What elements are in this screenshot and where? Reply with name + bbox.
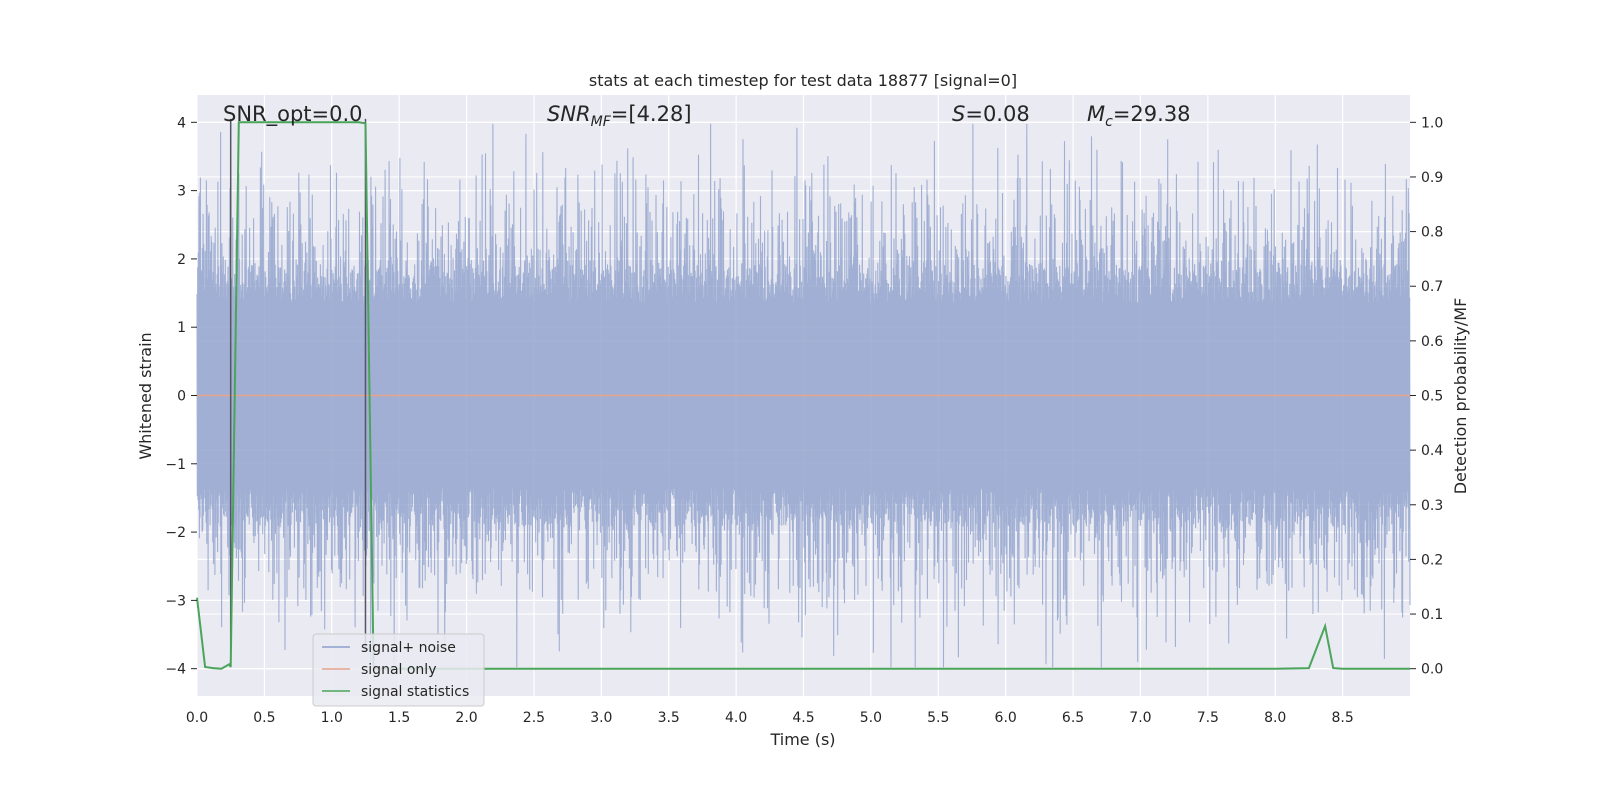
- y-axis-label: Whitened strain: [136, 332, 155, 459]
- y2-tick-label: 0.0: [1421, 662, 1443, 678]
- snr-mf-symbol: SNR: [547, 102, 591, 126]
- x-tick-label: 4.5: [792, 710, 814, 726]
- x-tick-label: 0.0: [186, 710, 208, 726]
- y-tick-label: 1: [177, 320, 186, 336]
- mc-value: =29.38: [1113, 102, 1191, 126]
- snr-mf-value: =[4.28]: [611, 102, 692, 126]
- y-tick-label: −2: [165, 525, 186, 541]
- mc-subscript: c: [1105, 114, 1113, 130]
- signal-statistics-line: [196, 121, 1410, 670]
- y2-ticks: 1.0 0.9 0.8 0.7 0.6 0.5 0.4 0.3 0.2 0.1 0.0: [1410, 115, 1443, 678]
- x-tick-label: 3.5: [658, 710, 680, 726]
- y2-tick-label: 0.3: [1421, 498, 1443, 514]
- signal-noise-line: [196, 123, 1411, 668]
- legend-label-signal-statistics: signal statistics: [361, 684, 469, 700]
- y2-axis-label: Detection probability/MF: [1451, 298, 1470, 495]
- x-axis-label: Time (s): [769, 730, 835, 749]
- y2-tick-label: 0.7: [1421, 279, 1443, 295]
- x-tick-label: 8.5: [1331, 710, 1353, 726]
- x-tick-label: 1.0: [321, 710, 343, 726]
- mc-symbol: M: [1087, 102, 1105, 126]
- s-symbol: S: [952, 102, 965, 126]
- y-tick-label: 3: [177, 184, 186, 200]
- y-tick-label: −1: [165, 457, 186, 473]
- x-tick-label: 8.0: [1264, 710, 1286, 726]
- y2-tick-label: 1.0: [1421, 115, 1443, 131]
- snr-opt-annotation: SNR_opt=0.0: [223, 102, 363, 127]
- x-tick-label: 3.0: [590, 710, 612, 726]
- chart-title: stats at each timestep for test data 188…: [589, 71, 1017, 90]
- mc-annotation: Mc=29.38: [1087, 102, 1191, 130]
- x-tick-label: 5.0: [860, 710, 882, 726]
- x-tick-label: 7.5: [1197, 710, 1219, 726]
- x-tick-label: 1.5: [388, 710, 410, 726]
- y-tick-label: 0: [177, 389, 186, 405]
- y2-tick-label: 0.1: [1421, 607, 1443, 623]
- x-tick-label: 6.0: [995, 710, 1017, 726]
- x-ticks: 0.0 0.5 1.0 1.5 2.0 2.5 3.0 3.5 4.0 4.5 5.0 5.5 6.0 6…: [186, 710, 1354, 726]
- x-tick-label: 0.5: [253, 710, 275, 726]
- y-tick-label: 4: [177, 115, 186, 131]
- legend: signal+ noise signal only signal statist…: [312, 633, 485, 707]
- y2-tick-label: 0.4: [1421, 443, 1443, 459]
- s-annotation: S=0.08: [952, 102, 1030, 126]
- x-tick-label: 5.5: [927, 710, 949, 726]
- x-tick-label: 7.0: [1129, 710, 1151, 726]
- snr-mf-annotation: SNRMF=[4.28]: [547, 102, 692, 130]
- signal-noise-series: [196, 123, 1411, 668]
- x-tick-label: 2.5: [523, 710, 545, 726]
- legend-label-signal-noise: signal+ noise: [361, 640, 456, 656]
- y2-tick-label: 0.2: [1421, 552, 1443, 568]
- legend-box: [312, 633, 485, 707]
- legend-label-signal-only: signal only: [361, 662, 436, 678]
- x-tick-label: 6.5: [1062, 710, 1084, 726]
- x-tick-label: 2.0: [455, 710, 477, 726]
- s-value: =0.08: [965, 102, 1029, 126]
- snr-mf-subscript: MF: [591, 114, 612, 130]
- x-tick-label: 4.0: [725, 710, 747, 726]
- y2-tick-label: 0.6: [1421, 334, 1443, 350]
- y2-tick-label: 0.9: [1421, 170, 1443, 186]
- y-tick-label: 2: [177, 252, 186, 268]
- y-tick-label: −4: [165, 662, 186, 678]
- signal-statistics-series: [196, 121, 1410, 670]
- window-markers: [229, 118, 367, 652]
- y2-tick-label: 0.5: [1421, 389, 1443, 405]
- y2-tick-label: 0.8: [1421, 225, 1443, 241]
- y-tick-label: −3: [165, 593, 186, 609]
- y-ticks: 4 3 2 1 0 −1 −2 −3 −4: [165, 115, 197, 678]
